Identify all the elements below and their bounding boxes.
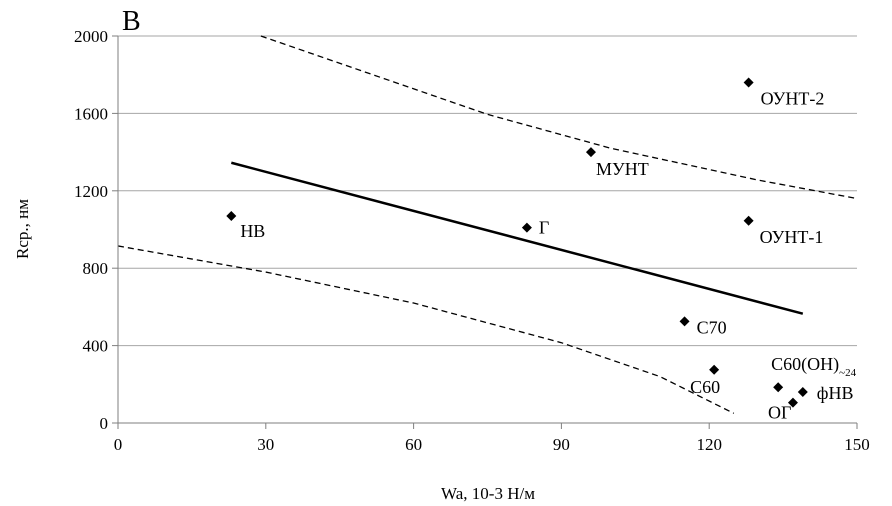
y-tick-label-800: 800 bbox=[83, 259, 109, 278]
x-tick-label-150: 150 bbox=[844, 435, 870, 454]
point-label-subscript: ~24 bbox=[839, 367, 856, 379]
point-label-ог: ОГ bbox=[768, 403, 791, 423]
point-label-с60: С60 bbox=[690, 377, 720, 397]
confidence-bound-upper bbox=[260, 35, 858, 200]
y-tick-label-400: 400 bbox=[83, 337, 109, 356]
x-axis-label: Wa, 10-3 Н/м bbox=[441, 484, 535, 503]
y-tick-label-1600: 1600 bbox=[74, 104, 108, 123]
y-tick-label-1200: 1200 bbox=[74, 182, 108, 201]
axes bbox=[112, 35, 858, 429]
x-tick-label-30: 30 bbox=[257, 435, 274, 454]
point-label-фнв: фНВ bbox=[817, 383, 854, 403]
data-point-с60-он- bbox=[773, 382, 784, 393]
trend-line bbox=[230, 161, 804, 315]
y-axis-label: Rср., нм bbox=[13, 199, 32, 259]
data-point-с70 bbox=[679, 316, 690, 327]
confidence-bounds bbox=[117, 35, 858, 414]
point-labels: НВ Г МУНТ ОУНТ-2 ОУНТ-1 С70 С60 С60(ОН)~24 ОГ фНВ bbox=[240, 88, 856, 422]
data-point-фнв bbox=[797, 387, 808, 398]
data-point-мунт bbox=[585, 147, 596, 158]
point-label-нв: НВ bbox=[240, 221, 265, 241]
point-label-с70: С70 bbox=[697, 317, 727, 337]
data-point-г bbox=[521, 222, 532, 233]
panel-label: В bbox=[122, 6, 141, 37]
data-point-оунт-2 bbox=[743, 77, 754, 88]
x-tick-label-0: 0 bbox=[114, 435, 123, 454]
tick-labels: 0 400 800 1200 1600 2000 0 30 60 90 120 150 bbox=[74, 27, 870, 454]
y-tick-label-2000: 2000 bbox=[74, 27, 108, 46]
point-label-оунт-1: ОУНТ-1 bbox=[760, 227, 824, 247]
data-point-оунт-1 bbox=[743, 215, 754, 226]
data-point-с60 bbox=[709, 364, 720, 375]
x-tick-label-120: 120 bbox=[696, 435, 722, 454]
trend-line-group bbox=[230, 161, 804, 315]
y-tick-label-0: 0 bbox=[100, 414, 109, 433]
point-label-оунт-2: ОУНТ-2 bbox=[761, 88, 825, 108]
confidence-bound-lower bbox=[117, 245, 735, 414]
x-tick-label-90: 90 bbox=[553, 435, 570, 454]
data-point-ог bbox=[787, 397, 798, 408]
point-label-г: Г bbox=[539, 218, 549, 238]
data-points bbox=[226, 77, 808, 408]
point-label-с60-он-: С60(ОН)~24 bbox=[771, 354, 856, 379]
x-tick-label-60: 60 bbox=[405, 435, 422, 454]
data-point-нв bbox=[226, 210, 237, 221]
point-label-мунт: МУНТ bbox=[596, 159, 649, 179]
